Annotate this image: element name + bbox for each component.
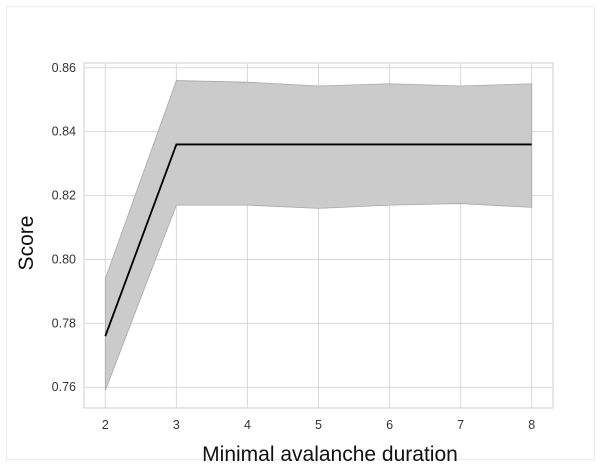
y-tick-label: 0.84 [52, 125, 76, 139]
series-line [104, 143, 532, 337]
x-tick-label: 8 [528, 418, 535, 432]
y-axis-title: Score [15, 216, 38, 271]
y-tick-label: 0.80 [52, 252, 76, 266]
x-tick-label: 5 [315, 418, 322, 432]
confidence-band-layer [104, 80, 533, 391]
y-tick-label: 0.86 [52, 61, 76, 75]
x-tick-label: 3 [173, 418, 180, 432]
y-tick-label: 0.76 [52, 380, 76, 394]
x-tick-label: 4 [244, 418, 251, 432]
x-tick-labels: 2 3 4 5 6 7 8 [102, 418, 535, 432]
x-tick-label: 6 [386, 418, 393, 432]
x-tick-label: 2 [102, 418, 109, 432]
figure-frame [6, 6, 595, 460]
y-tick-labels: 0.76 0.78 0.80 0.82 0.84 0.86 [52, 61, 76, 394]
confidence-band [104, 80, 533, 391]
x-axis-title: Minimal avalanche duration [202, 443, 458, 466]
series-line-layer [104, 143, 532, 337]
y-tick-label: 0.82 [52, 189, 76, 203]
y-tick-label: 0.78 [52, 316, 76, 330]
x-tick-label: 7 [457, 418, 464, 432]
